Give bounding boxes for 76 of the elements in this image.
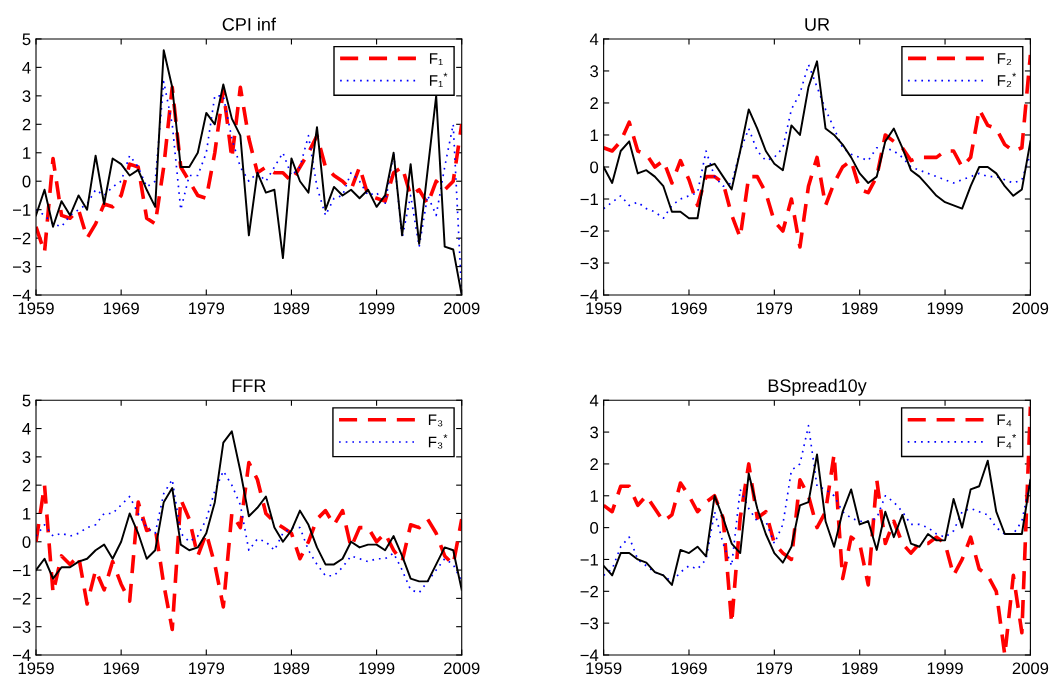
y-tick-label: −4 bbox=[12, 649, 31, 662]
chart-title: FFR bbox=[232, 379, 266, 392]
y-tick-label: 0 bbox=[22, 536, 31, 548]
legend-label: F₂$^{*}$ bbox=[997, 72, 1017, 88]
x-tick-label: 1969 bbox=[671, 302, 707, 315]
y-tick-label: −3 bbox=[580, 257, 599, 270]
x-tick-label: 1959 bbox=[586, 662, 622, 675]
y-tick-label: −4 bbox=[12, 289, 31, 302]
x-tick-label: 1989 bbox=[842, 302, 878, 315]
x-tick-label: 1969 bbox=[103, 302, 139, 315]
y-tick-label: 2 bbox=[22, 118, 31, 131]
y-tick-label: 4 bbox=[589, 33, 599, 45]
x-tick-label: 1959 bbox=[586, 302, 622, 315]
y-tick-label: 3 bbox=[22, 90, 31, 103]
y-tick-label: −4 bbox=[580, 289, 599, 302]
y-tick-label: 5 bbox=[22, 33, 31, 46]
x-tick-label: 1969 bbox=[671, 662, 707, 675]
x-tick-label: 1989 bbox=[842, 662, 878, 675]
y-tick-label: 1 bbox=[590, 129, 598, 142]
x-tick-label: 1959 bbox=[18, 662, 54, 675]
legend-label: F₃ bbox=[428, 414, 443, 427]
x-tick-label: 1999 bbox=[359, 302, 395, 315]
legend-label: F₃$^{*}$ bbox=[428, 434, 448, 449]
x-tick-label: 1969 bbox=[103, 662, 139, 675]
y-tick-label: −1 bbox=[12, 564, 31, 577]
y-tick-label: 4 bbox=[589, 394, 599, 407]
y-tick-label: 0 bbox=[590, 161, 599, 174]
y-tick-label: −2 bbox=[580, 585, 598, 598]
x-tick-label: 1979 bbox=[757, 662, 793, 675]
y-tick-label: 5 bbox=[22, 394, 31, 407]
y-tick-label: −3 bbox=[12, 261, 31, 273]
x-tick-label: 1989 bbox=[274, 302, 310, 315]
legend-label: F₁ bbox=[429, 53, 443, 66]
chart-title: BSpread10y bbox=[768, 378, 867, 396]
y-tick-label: −2 bbox=[12, 232, 31, 245]
x-tick-label: 1959 bbox=[18, 302, 54, 315]
legend-label: F₂ bbox=[997, 53, 1012, 66]
y-tick-label: −1 bbox=[580, 554, 598, 566]
y-tick-label: −2 bbox=[12, 592, 31, 605]
x-tick-label: 2009 bbox=[444, 662, 480, 675]
y-tick-label: −3 bbox=[580, 617, 599, 630]
y-tick-label: −3 bbox=[12, 621, 31, 633]
y-tick-label: 3 bbox=[22, 451, 31, 464]
line-series bbox=[603, 53, 1031, 249]
legend-label: F₄ bbox=[997, 414, 1012, 427]
x-tick-label: 1979 bbox=[189, 302, 225, 315]
y-tick-label: 0 bbox=[22, 175, 31, 188]
x-tick-label: 2009 bbox=[1012, 662, 1049, 675]
chart-title: CPI inf bbox=[222, 17, 276, 31]
x-tick-label: 1999 bbox=[927, 662, 963, 675]
line-series bbox=[36, 460, 462, 632]
legend-label: F₄$^{*}$ bbox=[997, 434, 1017, 449]
x-tick-label: 1989 bbox=[274, 662, 310, 675]
y-tick-label: 2 bbox=[590, 97, 598, 109]
x-tick-label: 2009 bbox=[444, 302, 480, 315]
x-tick-label: 2009 bbox=[1012, 302, 1049, 315]
x-tick-label: 1999 bbox=[927, 302, 963, 315]
x-tick-label: 1979 bbox=[757, 302, 793, 315]
y-tick-label: 4 bbox=[22, 61, 31, 74]
chart-title: UR bbox=[805, 18, 830, 31]
y-tick-label: −4 bbox=[580, 649, 599, 662]
y-tick-label: 1 bbox=[590, 490, 598, 502]
y-tick-label: 4 bbox=[22, 423, 31, 435]
y-tick-label: 2 bbox=[22, 479, 31, 492]
legend-label: F₁$^{*}$ bbox=[429, 72, 448, 88]
y-tick-label: −1 bbox=[12, 204, 31, 216]
y-tick-label: −2 bbox=[580, 225, 598, 238]
y-tick-label: 0 bbox=[590, 522, 599, 534]
y-tick-label: −1 bbox=[580, 193, 598, 206]
x-tick-label: 1979 bbox=[189, 662, 225, 675]
y-tick-label: 3 bbox=[590, 426, 599, 439]
y-tick-label: 3 bbox=[590, 65, 599, 78]
y-tick-label: 1 bbox=[23, 508, 31, 520]
x-tick-label: 1999 bbox=[359, 662, 395, 675]
y-tick-label: 1 bbox=[23, 147, 31, 159]
y-tick-label: 2 bbox=[590, 458, 598, 470]
